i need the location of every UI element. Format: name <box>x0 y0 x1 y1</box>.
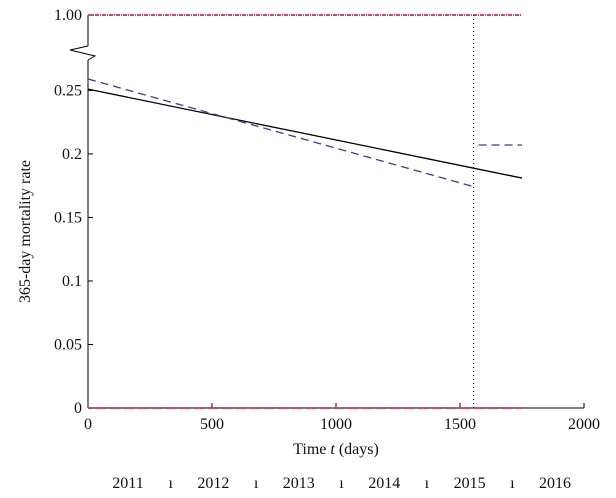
year-row: 2011 ı 2012 ı 2013 ı 2014 ı 2015 ı 2016 <box>112 475 571 492</box>
y-tick-label: 0.25 <box>54 82 82 99</box>
year-label: 2013 <box>283 475 315 492</box>
x-tick-label: 0 <box>84 416 92 433</box>
year-label: 2016 <box>539 475 571 492</box>
x-tick-label: 1500 <box>444 416 476 433</box>
y-tick-label: 1.00 <box>54 7 82 24</box>
y-tick-label: 0.15 <box>54 209 82 226</box>
year-separator: ı <box>510 475 515 492</box>
series-layer <box>88 15 522 408</box>
year-separator: ı <box>254 475 259 492</box>
year-separator: ı <box>168 475 173 492</box>
x-tick-label: 1000 <box>320 416 352 433</box>
x-axis-label-suffix: (days) <box>335 441 379 458</box>
y-tick-label: 0 <box>74 400 82 417</box>
x-tick-label: 500 <box>200 416 224 433</box>
y-axis-label: 365-day mortality rate <box>17 160 34 303</box>
year-label: 2011 <box>112 475 143 492</box>
axes: 0 0.05 0.1 0.15 0.2 0.25 1.00 0 500 1000 1500 2000 <box>54 7 600 433</box>
y-tick-label: 0.1 <box>62 273 82 290</box>
y-axis-break-mark <box>70 46 95 60</box>
year-label: 2014 <box>368 475 400 492</box>
x-tick-label: 2000 <box>568 416 600 433</box>
y-tick-label: 0.2 <box>62 146 82 163</box>
series-line-1 <box>88 79 475 187</box>
y-tick-label: 0.05 <box>54 336 82 353</box>
year-separator: ı <box>425 475 430 492</box>
labels-layer: 365-day mortality rate Time t (days) <box>17 160 379 458</box>
x-axis-label-prefix: Time <box>293 441 330 458</box>
x-axis-label: Time t (days) <box>293 441 379 458</box>
year-label: 2015 <box>454 475 486 492</box>
year-label: 2012 <box>197 475 229 492</box>
year-separator: ı <box>339 475 344 492</box>
series-line-0 <box>88 89 522 178</box>
